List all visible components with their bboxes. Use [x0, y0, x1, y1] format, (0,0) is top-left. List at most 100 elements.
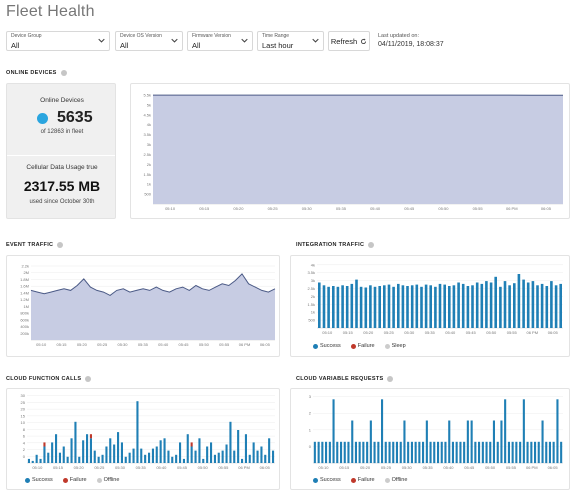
bar-success: [341, 285, 344, 328]
bar-success: [128, 452, 131, 463]
online-devices-heading: ONLINE DEVICES: [6, 70, 67, 76]
bar-success: [351, 420, 354, 463]
bar-success: [485, 281, 488, 328]
y-tick-label: 1k: [311, 310, 315, 315]
bar-success: [534, 441, 537, 464]
x-tick-label: 06 PM: [526, 465, 538, 470]
info-icon[interactable]: [60, 70, 67, 76]
y-tick-label: 25: [21, 400, 26, 405]
bar-success: [256, 450, 259, 463]
bar-success: [347, 441, 350, 464]
x-tick-label: 05:45: [177, 465, 188, 470]
bar-success: [354, 441, 357, 464]
bar-success: [384, 441, 387, 464]
bar-success: [451, 441, 454, 464]
y-tick-label: 2.5k: [307, 286, 315, 291]
bar-success: [507, 441, 510, 464]
x-tick-label: 05:15: [343, 330, 354, 335]
bar-success: [325, 441, 328, 464]
x-tick-label: 05:50: [486, 330, 497, 335]
y-tick-label: 2.5k: [143, 152, 151, 157]
bar-success: [113, 444, 116, 463]
online-devices-label: Online Devices: [40, 97, 84, 104]
cloud-function-calls-title: CLOUD FUNCTION CALLS: [6, 376, 82, 382]
x-tick-label: 05:35: [425, 330, 436, 335]
y-tick-label: 5k: [147, 102, 151, 107]
bar-success: [537, 441, 540, 464]
time-range-select[interactable]: Time Range Last hour: [257, 31, 324, 51]
bar-success: [407, 441, 410, 464]
online-status-dot: [37, 113, 48, 124]
bar-success: [373, 441, 376, 464]
bar-success: [395, 441, 398, 464]
bar-success: [403, 420, 406, 463]
x-tick-label: 05:35: [336, 206, 347, 211]
y-tick-label: 2: [309, 411, 312, 416]
bar-success: [366, 441, 369, 464]
x-tick-label: 05:55: [219, 342, 230, 347]
legend-failure[interactable]: Failure: [350, 343, 375, 349]
info-icon[interactable]: [368, 242, 375, 248]
y-tick-label: 15: [21, 413, 26, 418]
x-tick-label: 05:10: [36, 342, 47, 347]
bar-success: [109, 438, 112, 463]
y-tick-label: 4k: [311, 262, 315, 267]
device-os-version-select[interactable]: Device OS Version All: [115, 31, 183, 51]
bar-success: [478, 441, 481, 464]
bar-success: [422, 441, 425, 464]
x-tick-label: 05:25: [384, 330, 395, 335]
x-tick-label: 06 PM: [238, 465, 250, 470]
bar-success: [500, 420, 503, 463]
refresh-button[interactable]: Refresh: [328, 31, 370, 51]
legend-success[interactable]: Success: [25, 477, 53, 483]
chevron-down-icon: [171, 38, 178, 43]
info-icon[interactable]: [387, 376, 394, 382]
bar-success: [519, 441, 522, 464]
bar-success: [62, 446, 65, 463]
area-fill: [153, 95, 563, 204]
x-tick-label: 05:55: [507, 330, 518, 335]
legend-sleep[interactable]: Sleep: [384, 343, 406, 349]
x-tick-label: 05:30: [402, 465, 413, 470]
chevron-down-icon: [98, 38, 105, 43]
bar-success: [369, 420, 372, 463]
bar-success: [105, 446, 108, 463]
bar-success: [317, 441, 320, 464]
bar-success: [424, 284, 428, 328]
bar-success: [260, 446, 263, 463]
y-tick-label: 1M: [23, 304, 29, 309]
legend-success[interactable]: Success: [313, 343, 341, 349]
x-tick-label: 05:50: [485, 465, 496, 470]
info-icon[interactable]: [57, 242, 64, 248]
bar-failure: [43, 442, 46, 447]
online-devices-stats-card: Online Devices 5635 of 12863 in fleet Ce…: [6, 83, 116, 219]
bar-success: [545, 441, 548, 464]
y-tick-label: 2M: [23, 270, 29, 275]
x-tick-label: 05:25: [94, 465, 105, 470]
bar-success: [381, 399, 384, 464]
y-tick-label: 3k: [147, 142, 151, 147]
legend-offline[interactable]: Offline: [384, 477, 407, 483]
variables-legend: Success Failure Offline: [313, 477, 407, 483]
legend-success[interactable]: Success: [313, 477, 341, 483]
legend-offline[interactable]: Offline: [96, 477, 119, 483]
x-tick-label: 06 PM: [506, 206, 518, 211]
legend-failure[interactable]: Failure: [62, 477, 87, 483]
bar-success: [434, 286, 437, 328]
info-icon[interactable]: [85, 376, 92, 382]
legend-failure[interactable]: Failure: [350, 477, 375, 483]
bar-success: [175, 454, 178, 463]
bar-success: [194, 450, 197, 463]
area-fill: [31, 273, 275, 340]
bar-success: [43, 446, 46, 463]
bar-success: [406, 286, 409, 328]
x-tick-label: 05:40: [156, 465, 167, 470]
firmware-version-select[interactable]: Firmware Version All: [187, 31, 253, 51]
bar-success: [97, 456, 100, 463]
x-tick-label: 05:10: [318, 465, 329, 470]
bar-success: [448, 420, 451, 463]
device-group-select[interactable]: Device Group All: [6, 31, 110, 51]
bar-success: [171, 456, 174, 463]
bar-success: [536, 285, 539, 328]
